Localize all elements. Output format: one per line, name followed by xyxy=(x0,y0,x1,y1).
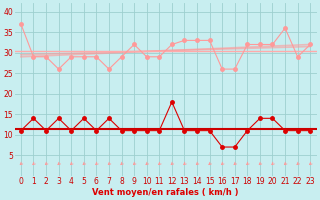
X-axis label: Vent moyen/en rafales ( km/h ): Vent moyen/en rafales ( km/h ) xyxy=(92,188,239,197)
